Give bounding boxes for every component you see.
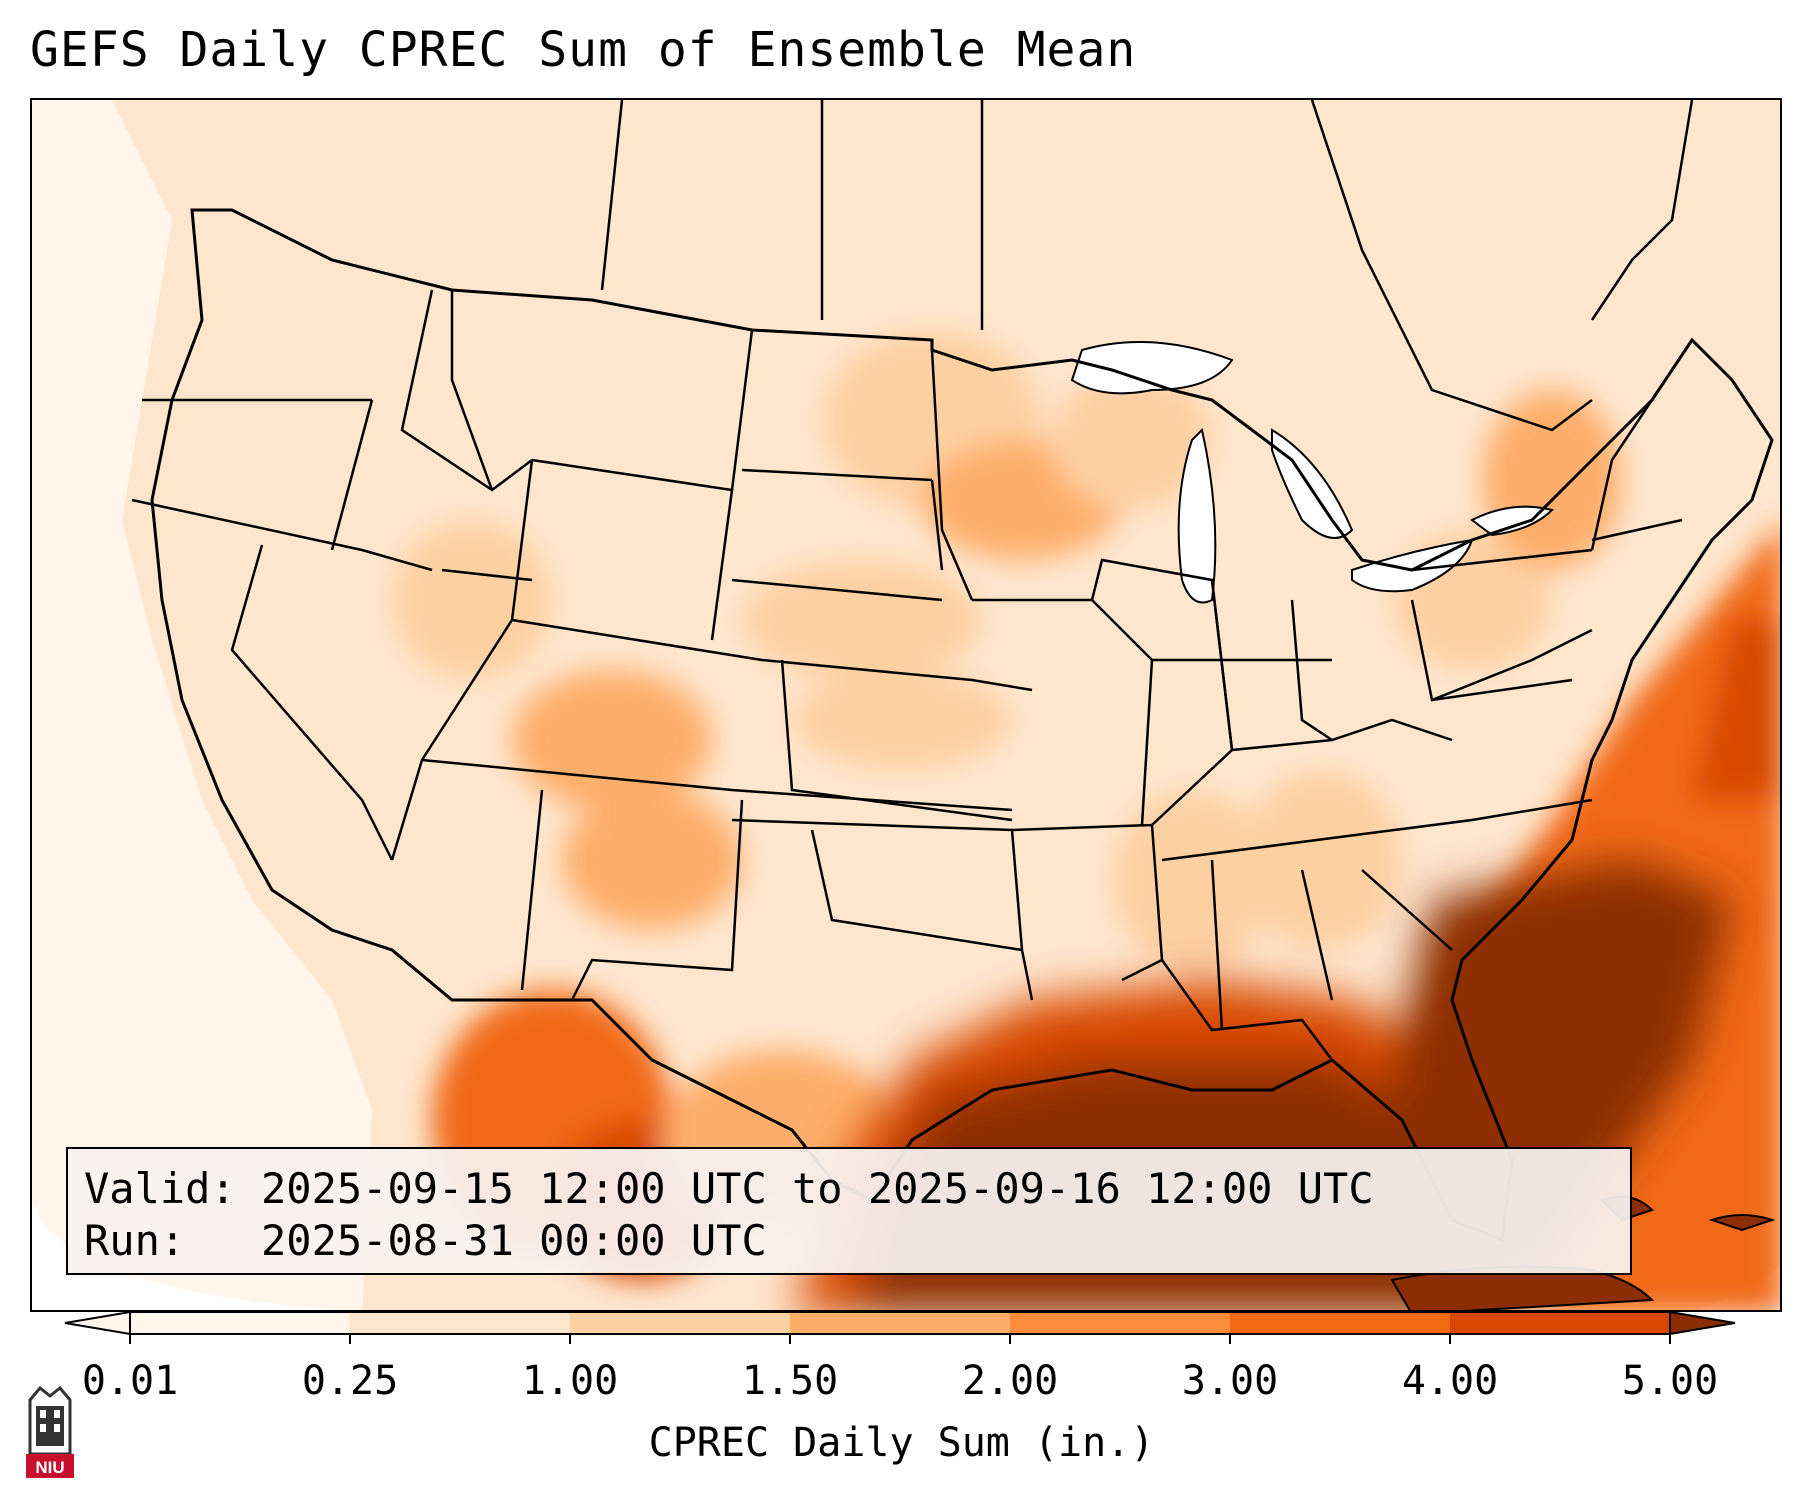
colorbar-tick-label: 2.00 bbox=[961, 1358, 1059, 1404]
valid-label: Valid: bbox=[84, 1164, 236, 1213]
colorbar-tick-label: 4.00 bbox=[1401, 1358, 1499, 1404]
logo-text: NIU bbox=[35, 1458, 64, 1477]
colorbar-tick-label: 5.00 bbox=[1621, 1358, 1719, 1404]
colorbar-segment bbox=[350, 1312, 570, 1334]
colorbar-tick-label: 0.25 bbox=[301, 1358, 399, 1404]
colorbar-tick-label: 1.50 bbox=[741, 1358, 839, 1404]
state-boundaries bbox=[131, 289, 1683, 1061]
great-lakes bbox=[1070, 341, 1554, 604]
colorbar-segment bbox=[1010, 1312, 1230, 1334]
valid-run-info-box: Valid: 2025-09-15 12:00 UTC to 2025-09-1… bbox=[66, 1147, 1632, 1275]
colorbar bbox=[64, 1310, 1736, 1344]
niu-logo-icon: NIU bbox=[26, 1385, 74, 1478]
map-title: GEFS Daily CPREC Sum of Ensemble Mean bbox=[30, 22, 1137, 78]
colorbar-outline bbox=[129, 1311, 1671, 1335]
colorbar-segment bbox=[790, 1312, 1010, 1334]
colorbar-segment bbox=[570, 1312, 790, 1334]
run-value: 2025-08-31 00:00 UTC bbox=[261, 1216, 767, 1265]
colorbar-segment bbox=[1230, 1312, 1450, 1334]
colorbar-extend-low bbox=[64, 1310, 131, 1336]
colorbar-tick-label: 3.00 bbox=[1181, 1358, 1279, 1404]
pacific-low-zone bbox=[32, 100, 372, 1310]
colorbar-segment bbox=[1450, 1312, 1670, 1334]
colorbar-segment bbox=[130, 1312, 350, 1334]
precipitation-map bbox=[30, 98, 1782, 1312]
colorbar-tick-label: 1.00 bbox=[521, 1358, 619, 1404]
international-borders bbox=[600, 100, 1694, 432]
map-svg bbox=[32, 100, 1780, 1310]
valid-value: 2025-09-15 12:00 UTC to 2025-09-16 12:00… bbox=[261, 1164, 1374, 1213]
colorbar-label: CPREC Daily Sum (in.) bbox=[648, 1420, 1155, 1466]
run-label: Run: bbox=[84, 1216, 186, 1265]
projection-corner-left bbox=[32, 1200, 342, 1310]
colorbar-extend-high bbox=[1669, 1310, 1736, 1336]
us-outline bbox=[150, 208, 1774, 1243]
colorbar-tick-label: 0.01 bbox=[81, 1358, 179, 1404]
